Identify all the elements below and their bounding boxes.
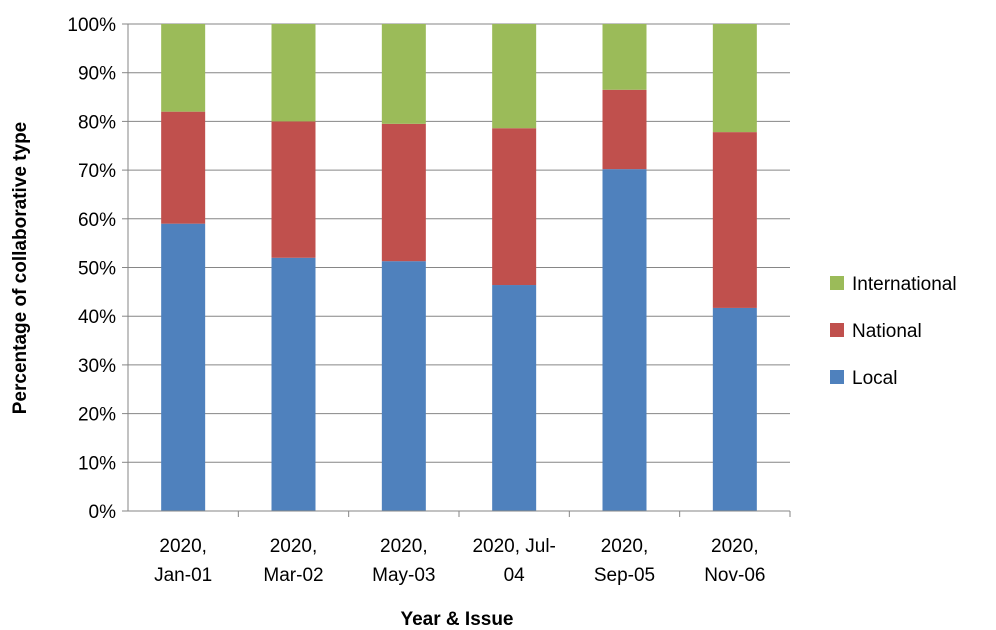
legend-label-international: International: [852, 274, 957, 295]
y-tick-label: 70%: [78, 161, 116, 182]
x-axis-title: Year & Issue: [400, 609, 513, 630]
bar-segment-international: [161, 24, 206, 112]
axes: [122, 23, 791, 517]
y-tick-label: 80%: [78, 112, 116, 133]
bar-segment-local: [602, 169, 647, 511]
bar-segment-local: [271, 257, 316, 511]
bar-segment-local: [712, 307, 757, 511]
gridlines: [128, 23, 790, 463]
legend: International National Local: [830, 274, 957, 389]
legend-label-national: National: [852, 321, 922, 342]
y-tick-label: 40%: [78, 307, 116, 328]
y-tick-label: 10%: [78, 453, 116, 474]
bar-segment-international: [492, 24, 537, 129]
legend-swatch-local: [830, 370, 844, 384]
bar-segment-national: [161, 111, 206, 224]
legend-swatch-international: [830, 276, 844, 290]
bar-segment-national: [712, 132, 757, 308]
x-tick-label: 2020, Mar-02: [263, 536, 323, 586]
y-axis-title: Percentage of collaborative type: [10, 122, 31, 415]
bar-segment-international: [602, 24, 647, 90]
y-tick-labels: 0% 10% 20% 30% 40% 50% 60% 70% 80% 90% 100%: [67, 15, 116, 523]
bar-segment-local: [381, 261, 426, 511]
x-tick-label: 2020, Nov-06: [704, 536, 765, 586]
bar-segment-international: [712, 24, 757, 133]
bar-segment-local: [492, 285, 537, 511]
y-tick-label: 0%: [89, 502, 117, 523]
bar-segment-local: [161, 223, 206, 512]
bar-segment-international: [381, 24, 426, 124]
legend-swatch-national: [830, 323, 844, 337]
y-tick-label: 50%: [78, 259, 116, 280]
y-tick-label: 30%: [78, 356, 116, 377]
y-tick-label: 100%: [67, 15, 116, 36]
x-tick-label: 2020, May-03: [372, 536, 435, 586]
x-tick-label: 2020, Jan-01: [154, 536, 212, 586]
x-tick-label: 2020, Sep-05: [594, 536, 655, 586]
x-tick-label: 2020, Jul-04: [472, 536, 555, 586]
x-tick-labels: 2020, Jan-01 2020, Mar-02 2020, May-03 2020, J…: [154, 536, 765, 586]
bar-segment-international: [271, 24, 316, 122]
y-tick-label: 60%: [78, 210, 116, 231]
bar-segment-national: [602, 89, 647, 170]
bar-segment-national: [492, 128, 537, 286]
bar-segment-national: [271, 121, 316, 258]
bar-segment-national: [381, 123, 426, 262]
y-tick-label: 90%: [78, 64, 116, 85]
y-tick-label: 20%: [78, 405, 116, 426]
legend-label-local: Local: [852, 368, 897, 389]
bars: [161, 24, 757, 512]
